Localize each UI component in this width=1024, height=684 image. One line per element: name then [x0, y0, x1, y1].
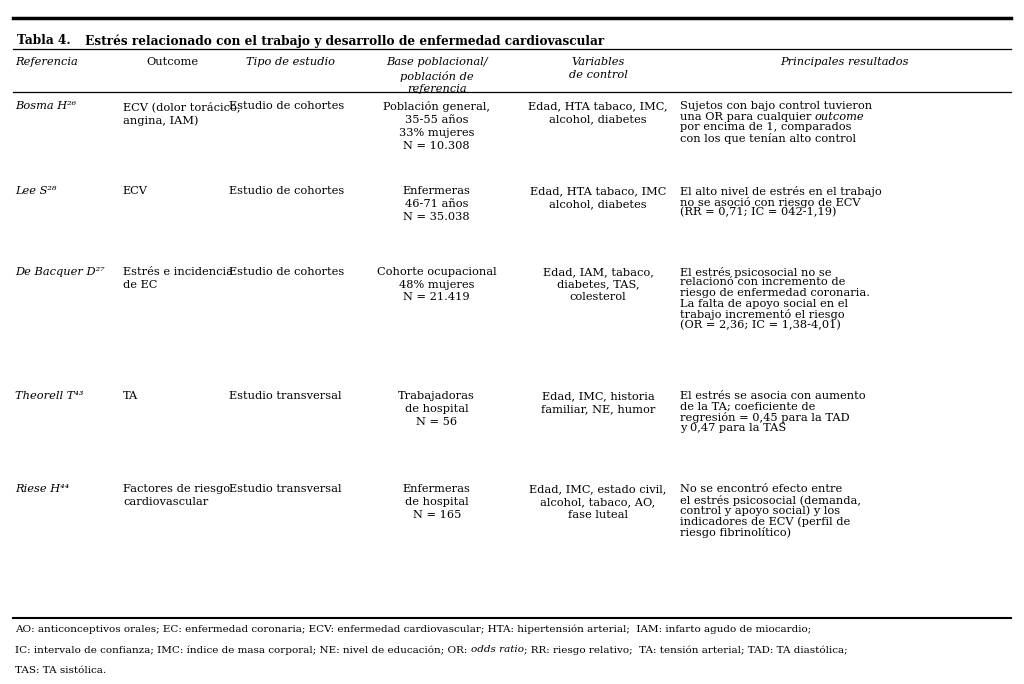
- Text: (OR = 2,36; IC = 1,38-4,01): (OR = 2,36; IC = 1,38-4,01): [680, 320, 841, 330]
- Text: Población general,
35-55 años
33% mujeres
N = 10.308: Población general, 35-55 años 33% mujere…: [383, 101, 490, 150]
- Text: Estudio de cohortes: Estudio de cohortes: [229, 267, 345, 277]
- Text: de la TA; coeficiente de: de la TA; coeficiente de: [680, 402, 815, 412]
- Text: outcome: outcome: [815, 111, 864, 122]
- Text: TA: TA: [123, 391, 138, 402]
- Text: Edad, IAM, tabaco,
diabetes, TAS,
colesterol: Edad, IAM, tabaco, diabetes, TAS, colest…: [543, 267, 653, 302]
- Text: Estudio de cohortes: Estudio de cohortes: [229, 186, 345, 196]
- Text: Outcome: Outcome: [146, 57, 198, 68]
- Text: ECV (dolor torácico,
angina, IAM): ECV (dolor torácico, angina, IAM): [123, 101, 241, 126]
- Text: (RR = 0,71; IC = 042-1,19): (RR = 0,71; IC = 042-1,19): [680, 207, 837, 218]
- Text: Riese H⁴⁴: Riese H⁴⁴: [15, 484, 70, 495]
- Text: Estudio transversal: Estudio transversal: [229, 484, 342, 495]
- Text: riesgo fibrinolítico): riesgo fibrinolítico): [680, 527, 792, 538]
- Text: El alto nivel de estrés en el trabajo: El alto nivel de estrés en el trabajo: [680, 186, 882, 197]
- Text: no se asoció con riesgo de ECV: no se asoció con riesgo de ECV: [680, 197, 860, 208]
- Text: Sujetos con bajo control tuvieron: Sujetos con bajo control tuvieron: [680, 101, 872, 111]
- Text: Tipo de estudio: Tipo de estudio: [246, 57, 335, 68]
- Text: una OR para cualquier: una OR para cualquier: [680, 111, 815, 122]
- Text: control y apoyo social) y los: control y apoyo social) y los: [680, 505, 840, 516]
- Text: Theorell T⁴³: Theorell T⁴³: [15, 391, 84, 402]
- Text: con los que tenían alto control: con los que tenían alto control: [680, 133, 856, 144]
- Text: Estrés relacionado con el trabajo y desarrollo de enfermedad cardiovascular: Estrés relacionado con el trabajo y desa…: [85, 34, 604, 48]
- Text: Variables
de control: Variables de control: [568, 57, 628, 80]
- Text: No se encontró efecto entre: No se encontró efecto entre: [680, 484, 842, 495]
- Text: Principales resultados: Principales resultados: [780, 57, 908, 68]
- Text: Base poblacional/
población de
referencia: Base poblacional/ población de referenci…: [386, 57, 487, 94]
- Text: odds ratio: odds ratio: [471, 645, 524, 654]
- Text: indicadores de ECV (perfil de: indicadores de ECV (perfil de: [680, 516, 850, 527]
- Text: Lee S²⁸: Lee S²⁸: [15, 186, 56, 196]
- Text: Edad, IMC, estado civil,
alcohol, tabaco, AO,
fase luteal: Edad, IMC, estado civil, alcohol, tabaco…: [529, 484, 667, 520]
- Text: Tabla 4.: Tabla 4.: [17, 34, 71, 47]
- Text: Factores de riesgo
cardiovascular: Factores de riesgo cardiovascular: [123, 484, 230, 507]
- Text: el estrés psicosocial (demanda,: el estrés psicosocial (demanda,: [680, 495, 861, 506]
- Text: regresión = 0,45 para la TAD: regresión = 0,45 para la TAD: [680, 412, 850, 423]
- Text: trabajo incrementó el riesgo: trabajo incrementó el riesgo: [680, 309, 845, 320]
- Text: IC: intervalo de confianza; IMC: índice de masa corporal; NE: nivel de educación: IC: intervalo de confianza; IMC: índice …: [15, 645, 471, 655]
- Text: ; RR: riesgo relativo;  TA: tensión arterial; TAD: TA diastólica;: ; RR: riesgo relativo; TA: tensión arter…: [524, 645, 848, 655]
- Text: Edad, HTA tabaco, IMC,
alcohol, diabetes: Edad, HTA tabaco, IMC, alcohol, diabetes: [528, 101, 668, 124]
- Text: AO: anticonceptivos orales; EC: enfermedad coronaria; ECV: enfermedad cardiovasc: AO: anticonceptivos orales; EC: enfermed…: [15, 624, 812, 634]
- Text: Estudio de cohortes: Estudio de cohortes: [229, 101, 345, 111]
- Text: relacionó con incremento de: relacionó con incremento de: [680, 278, 845, 287]
- Text: Estrés e incidencia
de EC: Estrés e incidencia de EC: [123, 267, 232, 289]
- Text: Cohorte ocupacional
48% mujeres
N = 21.419: Cohorte ocupacional 48% mujeres N = 21.4…: [377, 267, 497, 302]
- Text: El estrés se asocia con aumento: El estrés se asocia con aumento: [680, 391, 865, 402]
- Text: Bosma H²⁶: Bosma H²⁶: [15, 101, 77, 111]
- Text: La falta de apoyo social en el: La falta de apoyo social en el: [680, 298, 848, 308]
- Text: Edad, IMC, historia
familiar, NE, humor: Edad, IMC, historia familiar, NE, humor: [541, 391, 655, 414]
- Text: Enfermeras
de hospital
N = 165: Enfermeras de hospital N = 165: [402, 484, 471, 520]
- Text: Estudio transversal: Estudio transversal: [229, 391, 342, 402]
- Text: Edad, HTA tabaco, IMC
alcohol, diabetes: Edad, HTA tabaco, IMC alcohol, diabetes: [529, 186, 667, 209]
- Text: TAS: TA sistólica.: TAS: TA sistólica.: [15, 666, 106, 674]
- Text: por encima de 1, comparados: por encima de 1, comparados: [680, 122, 851, 133]
- Text: y 0,47 para la TAS: y 0,47 para la TAS: [680, 423, 786, 433]
- Text: riesgo de enfermedad coronaria.: riesgo de enfermedad coronaria.: [680, 288, 870, 298]
- Text: El estrés psicosocial no se: El estrés psicosocial no se: [680, 267, 831, 278]
- Text: Referencia: Referencia: [15, 57, 78, 68]
- Text: ECV: ECV: [123, 186, 147, 196]
- Text: Enfermeras
46-71 años
N = 35.038: Enfermeras 46-71 años N = 35.038: [402, 186, 471, 222]
- Text: Trabajadoras
de hospital
N = 56: Trabajadoras de hospital N = 56: [398, 391, 475, 427]
- Text: De Bacquer D²⁷: De Bacquer D²⁷: [15, 267, 105, 277]
